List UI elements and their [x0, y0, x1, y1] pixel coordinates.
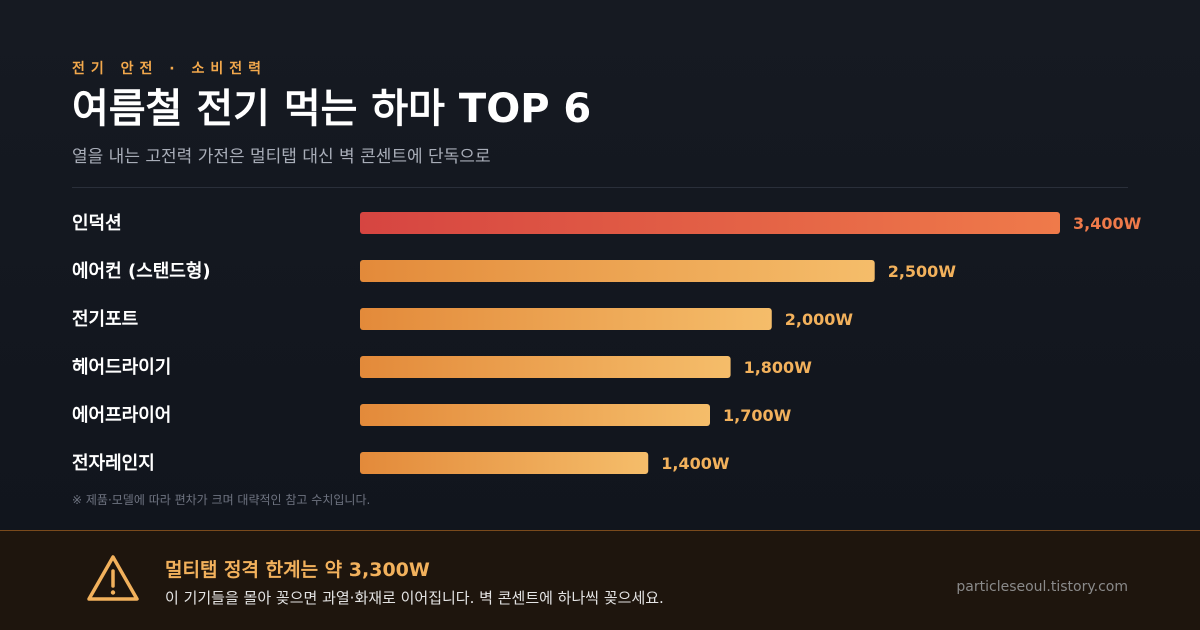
site-url: particleseoul.tistory.com — [956, 579, 1128, 595]
value-label: 1,800W — [744, 358, 813, 377]
category-label: 에어프라이어 — [72, 405, 171, 426]
alert-banner: 멀티탭 정격 한계는 약 3,300W 이 기기들을 몰아 꽂으면 과열·화재로… — [0, 530, 1200, 630]
bar — [360, 260, 875, 282]
header: 전기 안전 · 소비전력 여름철 전기 먹는 하마 TOP 6 열을 내는 고전… — [72, 58, 1128, 167]
value-label: 1,400W — [661, 454, 730, 473]
divider — [72, 187, 1128, 188]
value-label: 2,000W — [785, 310, 854, 329]
alert-title: 멀티탭 정격 한계는 약 3,300W — [165, 559, 430, 581]
category-label: 에어컨 (스탠드형) — [72, 261, 211, 282]
warning-icon — [87, 555, 139, 601]
bar — [360, 452, 649, 474]
bar-chart: 인덕션 3,400W 에어컨 (스탠드형) 2,500W 전기포트 2,000W 헤어드라이… — [72, 212, 1142, 474]
bar — [360, 308, 772, 330]
value-label: 1,700W — [723, 406, 792, 425]
page-subtitle: 열을 내는 고전력 가전은 멀티탭 대신 벽 콘센트에 단독으로 — [72, 147, 491, 167]
bar — [360, 404, 710, 426]
category-label: 인덕션 — [72, 213, 122, 234]
category-label: 전기포트 — [72, 309, 138, 330]
category-label: 전자레인지 — [72, 453, 155, 474]
value-label: 2,500W — [888, 262, 957, 281]
bar — [360, 212, 1060, 234]
page-title: 여름철 전기 먹는 하마 TOP 6 — [72, 86, 592, 132]
category-label: 헤어드라이기 — [72, 357, 171, 378]
bar — [360, 356, 731, 378]
eyebrow: 전기 안전 · 소비전력 — [72, 61, 267, 77]
footnote: ※ 제품·모델에 따라 편차가 크며 대략적인 참고 수치입니다. — [72, 493, 371, 507]
value-label: 3,400W — [1073, 214, 1142, 233]
alert-text: 이 기기들을 몰아 꽂으면 과열·화재로 이어집니다. 벽 콘센트에 하나씩 꽂… — [165, 589, 664, 607]
bar-chart-svg: 인덕션 3,400W 에어컨 (스탠드형) 2,500W 전기포트 2,000W 헤어드라이… — [72, 212, 1142, 474]
